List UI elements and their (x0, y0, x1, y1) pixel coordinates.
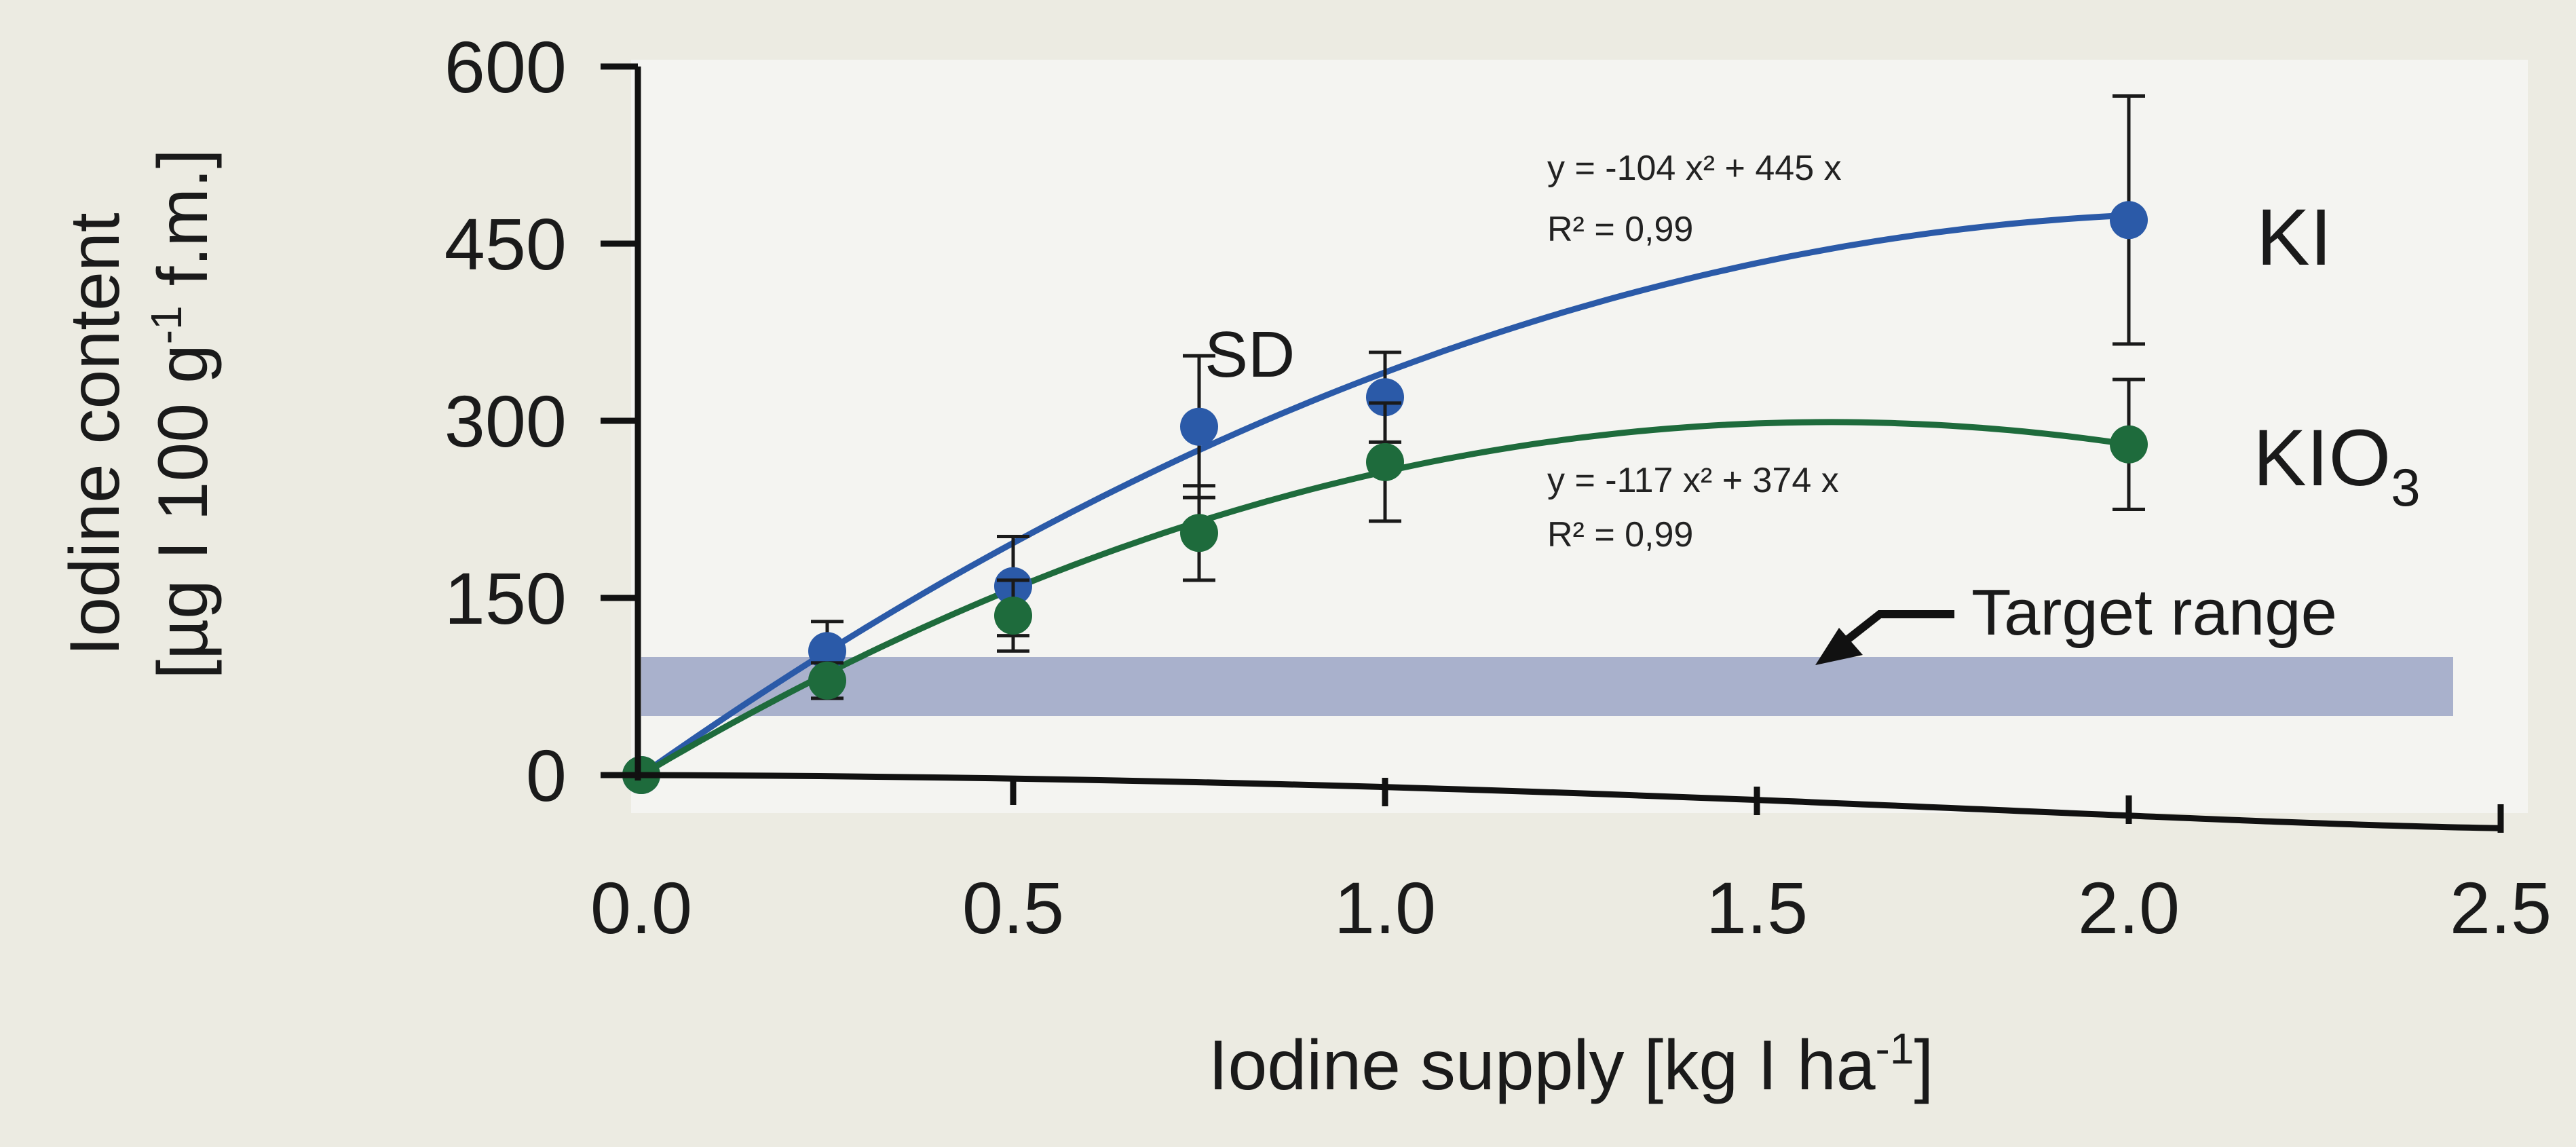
y-tick-label: 300 (444, 380, 567, 462)
y-tick-label: 450 (444, 203, 567, 285)
x-tick-label: 1.5 (1706, 867, 1808, 949)
target-range-arrow-head (1815, 628, 1863, 665)
data-point-kio3 (808, 661, 846, 700)
r2-kio3: R² = 0,99 (1547, 515, 1693, 554)
x-tick-label: 2.0 (2078, 867, 2180, 949)
equation-ki: y = -104 x² + 445 x (1547, 149, 1842, 188)
x-axis-title: Iodine supply [kg I ha-1] (1209, 1024, 1934, 1105)
data-point-kio3 (1180, 514, 1218, 552)
x-axis-line (637, 772, 2501, 831)
r2-ki: R² = 0,99 (1547, 210, 1693, 249)
sd-annotation: SD (1205, 318, 1295, 391)
data-point-kio3 (1366, 443, 1404, 481)
y-axis-title-line2: [µg I 100 g-1 f.m.] (142, 149, 223, 679)
data-point-ki (2110, 201, 2148, 240)
target-range-label: Target range (1971, 576, 2337, 649)
data-point-kio3 (994, 597, 1032, 635)
data-point-ki (1366, 378, 1404, 417)
x-tick-label: 1.0 (1334, 867, 1436, 949)
x-tick-label: 2.5 (2450, 867, 2552, 949)
y-tick-label: 0 (526, 734, 567, 816)
target-range-band (641, 657, 2453, 716)
equation-kio3: y = -117 x² + 374 x (1547, 461, 1839, 500)
data-point-ki (808, 632, 846, 671)
y-tick-label: 600 (444, 26, 567, 108)
y-tick-label: 150 (444, 557, 567, 639)
x-tick-label: 0.5 (962, 867, 1064, 949)
data-point-kio3 (2110, 425, 2148, 464)
data-point-ki (1180, 407, 1218, 446)
y-axis-title-line1: Iodine content (56, 212, 134, 656)
series-label-ki: KI (2256, 193, 2332, 282)
x-tick-label: 0.0 (590, 867, 692, 949)
